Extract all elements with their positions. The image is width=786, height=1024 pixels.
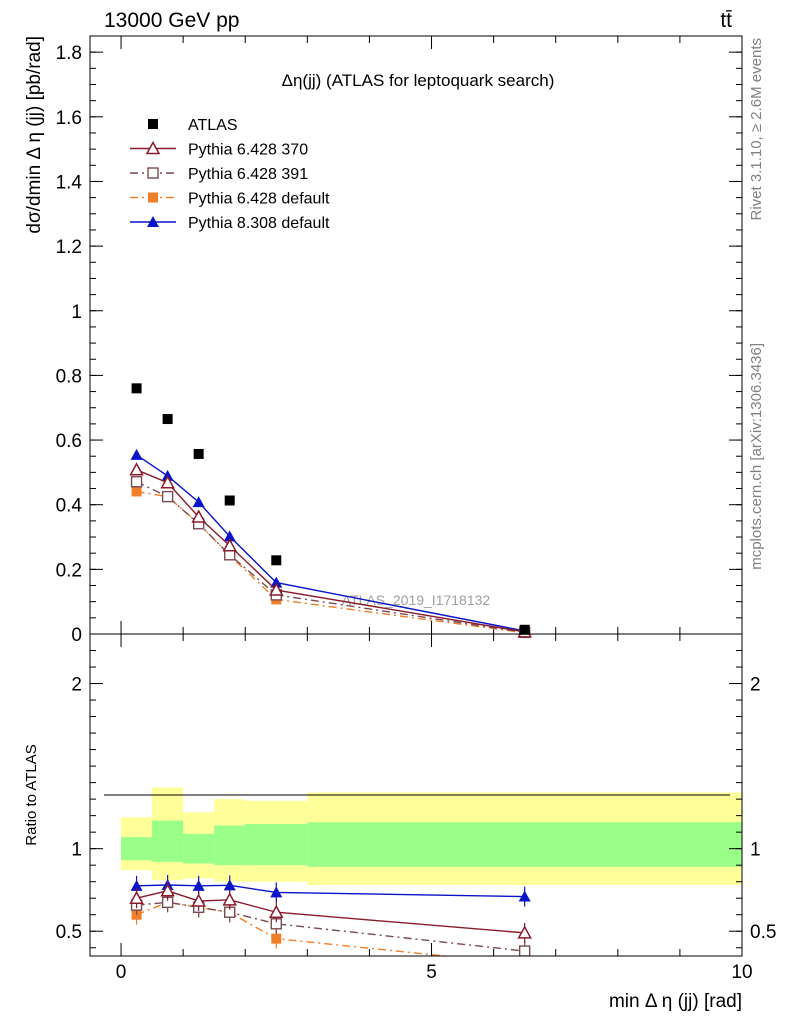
ratio-data-point: [223, 879, 236, 891]
ratio-y-tick-label-right: 0.5: [750, 922, 776, 943]
ratio-data-point: [191, 893, 206, 907]
main-data-point: [223, 530, 236, 542]
x-axis: 0 5 10: [116, 634, 753, 983]
main-data-point: [222, 538, 237, 552]
ratio-y-tick-label: 0.5: [56, 922, 82, 943]
main-series-line: [136, 469, 525, 633]
main-series-line: [136, 454, 525, 632]
legend-label: ATLAS: [188, 117, 238, 134]
ratio-data-point: [130, 879, 143, 891]
main-y-axis: 0 0.2 0.4 0.6 0.8 1 1.2 1.4 1.6 1.8: [56, 36, 743, 646]
main-data-point: [131, 383, 142, 394]
main-y-tick-label: 0.8: [56, 366, 82, 387]
x-tick-label: 5: [426, 962, 437, 983]
main-data-point: [224, 495, 235, 506]
header-left: 13000 GeV pp: [104, 9, 239, 32]
legend-label: Pythia 6.428 391: [188, 166, 308, 183]
main-data-point: [130, 448, 143, 460]
legend-marker: [148, 192, 158, 203]
legend-label: Pythia 6.428 370: [188, 142, 308, 159]
ratio-data-point: [520, 959, 530, 969]
main-data-point: [191, 509, 206, 523]
legend: ATLAS Pythia 6.428 370 Pythia 6.428 391 Pyt…: [130, 117, 330, 232]
x-tick-label: 10: [731, 962, 752, 983]
ratio-y-axis-label: Ratio to ATLAS: [23, 744, 40, 845]
main-data-point: [271, 555, 282, 566]
main-y-tick-label: 0.2: [56, 560, 82, 581]
main-data-point: [161, 490, 174, 503]
legend-marker: [147, 216, 159, 227]
main-data-point: [160, 475, 175, 489]
main-plot-title: Δη(jj) (ATLAS for leptoquark search): [282, 71, 555, 90]
legend-marker: [148, 119, 158, 129]
main-y-tick-label: 1.2: [56, 237, 82, 258]
ratio-data-point: [129, 890, 144, 904]
watermark: ATLAS_2019_I1718132: [342, 592, 491, 608]
ratio-inner-band: [245, 823, 308, 866]
main-plot-panel: 0 0.2 0.4 0.6 0.8 1 1.2 1.4 1.6 1.8 dσ/dmin Δ η (…: [24, 35, 743, 646]
main-data-point: [519, 624, 530, 635]
main-y-tick-label: 0.6: [56, 431, 82, 452]
main-data-point: [192, 496, 205, 508]
ratio-data-point: [160, 883, 175, 897]
ratio-data-point: [270, 886, 283, 898]
ratio-inner-band: [121, 837, 153, 861]
main-series-line: [136, 481, 525, 634]
ratio-inner-band: [307, 822, 742, 867]
x-tick-label: 0: [116, 962, 127, 983]
ratio-inner-band: [152, 820, 184, 862]
main-y-tick-label: 1.4: [56, 172, 83, 193]
ratio-series-line: [136, 890, 525, 934]
legend-marker: [145, 140, 161, 155]
ratio-inner-band: [183, 833, 215, 864]
ratio-plot-panel: 0.5 0.5 1 1 2 2 0 5 10 Ratio to ATLAS min Δ η (…: [23, 633, 776, 1012]
ratio-data-point: [271, 933, 282, 944]
main-y-tick-label: 0: [71, 625, 82, 646]
main-data-point: [269, 582, 284, 596]
main-y-tick-label: 1.6: [56, 108, 82, 129]
side-label-mcplots: mcplots.cern.ch [arXiv:1306.3436]: [748, 343, 765, 570]
ratio-data-point: [518, 890, 531, 902]
main-data-point: [131, 486, 142, 497]
legend-marker: [147, 167, 159, 179]
main-y-axis-label: dσ/dmin Δ η (jj) [pb/rad]: [24, 36, 45, 234]
ratio-data-point: [517, 925, 532, 939]
main-y-tick-label: 1: [71, 302, 82, 323]
main-y-tick-label: 1.8: [56, 43, 82, 64]
ratio-data-point: [222, 892, 237, 906]
main-data-point: [270, 576, 283, 588]
side-label-rivet: Rivet 3.1.10, ≥ 2.6M events: [748, 38, 765, 221]
ratio-y-tick-label-right: 2: [750, 675, 761, 696]
ratio-data-point: [518, 945, 531, 956]
ratio-series-layer: [129, 874, 532, 969]
legend-label: Pythia 6.428 default: [188, 191, 330, 208]
ratio-y-tick-label: 1: [71, 840, 82, 861]
ratio-y-tick-label: 2: [71, 675, 82, 696]
main-data-point: [193, 448, 204, 459]
main-series-layer: [129, 383, 532, 639]
ratio-y-tick-label-right: 1: [750, 840, 761, 861]
ratio-inner-band: [214, 825, 246, 866]
ratio-uncertainty-bands: [121, 787, 742, 885]
main-data-point: [129, 462, 144, 476]
ratio-plot-frame: [89, 633, 743, 957]
legend-label: Pythia 8.308 default: [188, 215, 330, 232]
ratio-y-axis: 0.5 0.5 1 1 2 2: [56, 650, 776, 949]
ratio-data-point: [192, 879, 205, 891]
ratio-series-line: [136, 884, 525, 898]
header-right: tt̄: [720, 9, 732, 32]
main-data-point: [130, 476, 143, 488]
ratio-data-point: [269, 904, 284, 918]
main-data-point: [162, 414, 173, 425]
x-axis-label: min Δ η (jj) [rad]: [609, 991, 742, 1012]
main-y-tick-label: 0.4: [56, 496, 83, 517]
